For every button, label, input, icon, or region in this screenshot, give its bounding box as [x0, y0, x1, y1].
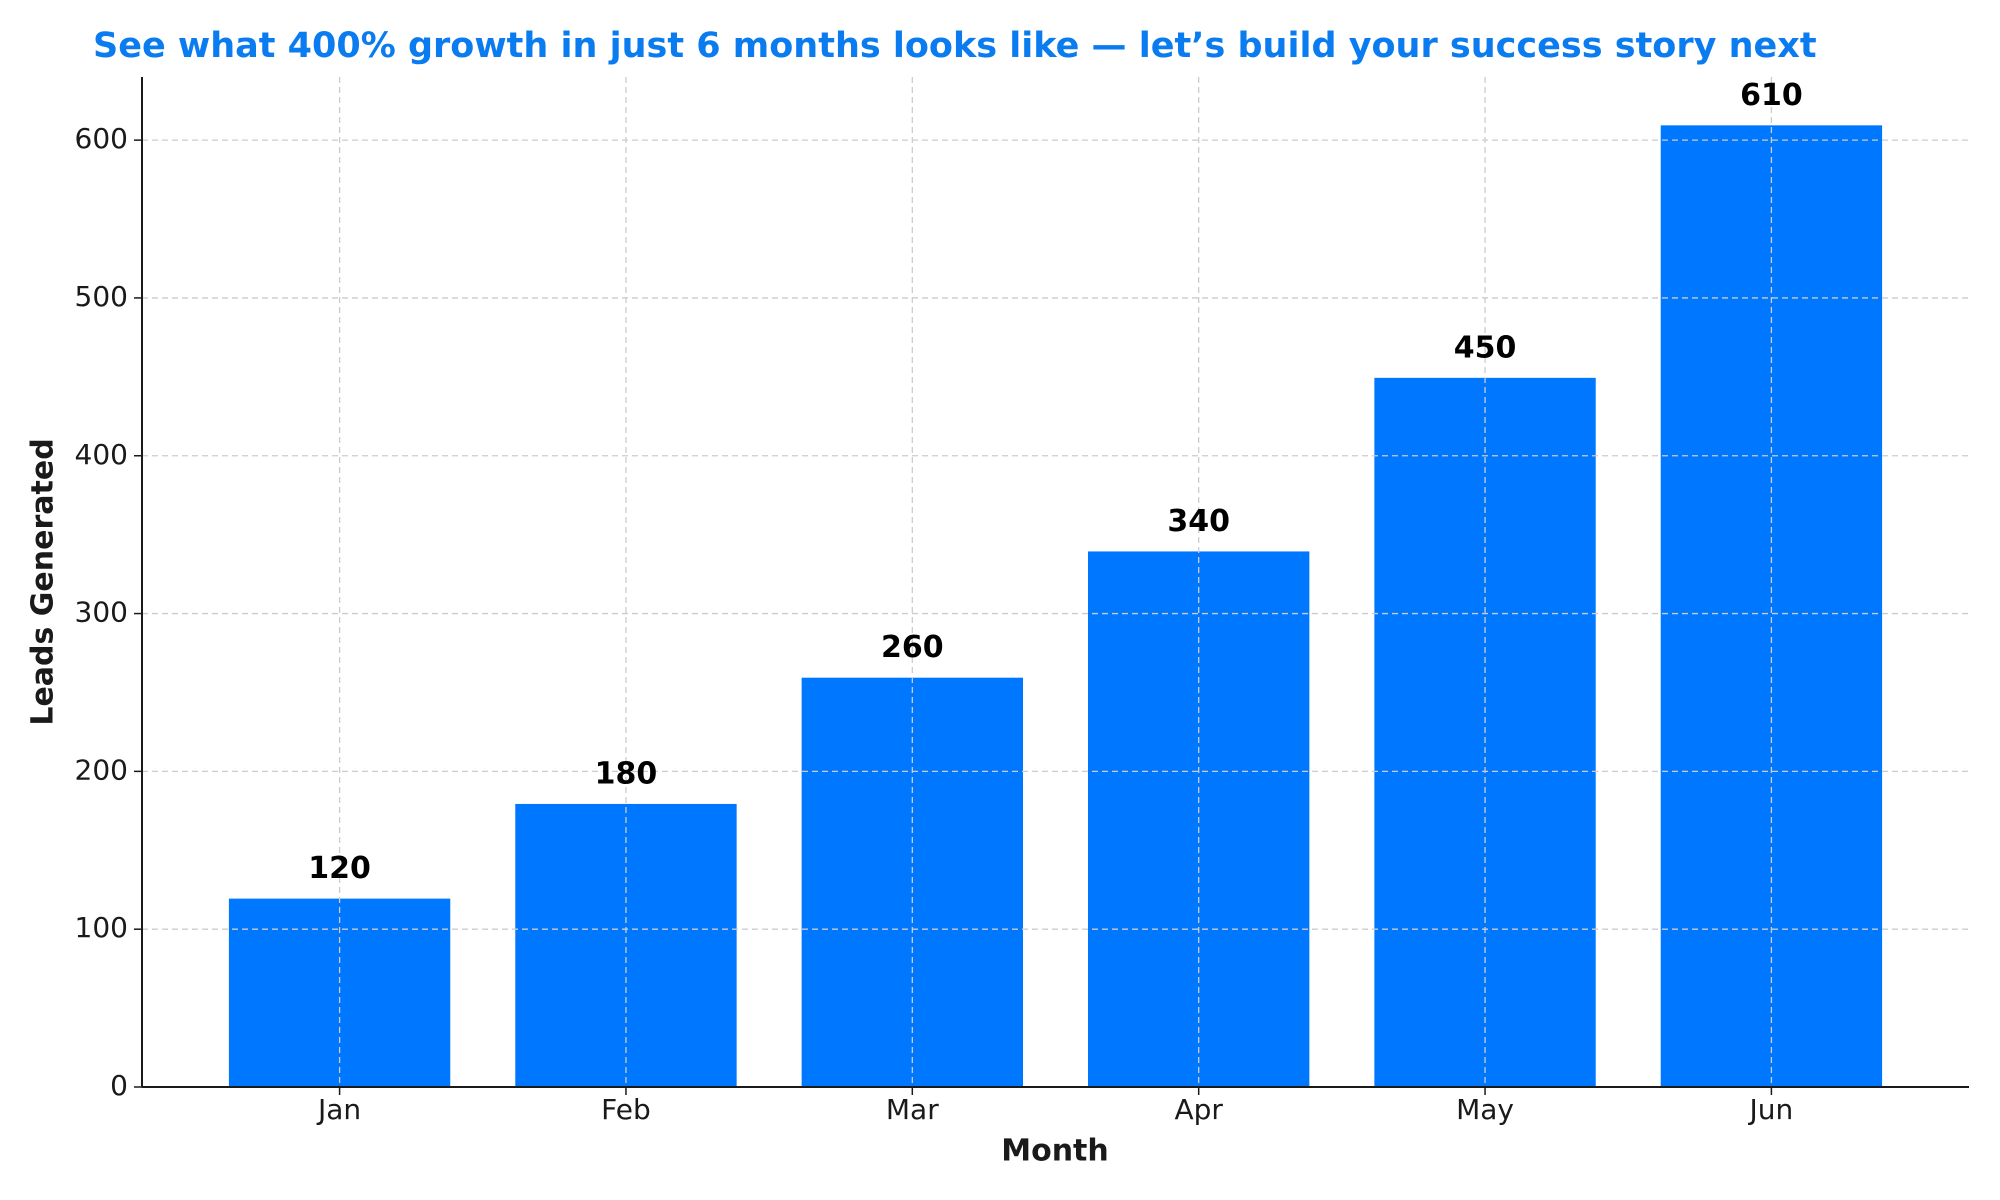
- value-label: 260: [881, 630, 944, 665]
- bar: [1658, 123, 1885, 1088]
- x-tick-label: Apr: [1174, 1093, 1223, 1126]
- value-label: 180: [595, 756, 658, 791]
- x-axis-label: Month: [1001, 1134, 1109, 1169]
- y-tick-label: 0: [110, 1069, 128, 1102]
- value-label: 450: [1454, 330, 1517, 365]
- y-axis-label: Leads Generated: [26, 438, 61, 725]
- y-tick-label: 200: [75, 753, 128, 786]
- value-label: 340: [1167, 504, 1230, 539]
- x-tick-label: Jan: [316, 1093, 361, 1126]
- y-tick-label: 400: [75, 438, 128, 471]
- value-label: 610: [1740, 78, 1803, 113]
- value-label: 120: [308, 851, 371, 886]
- y-tick-label: 600: [75, 122, 128, 155]
- y-tick-label: 500: [75, 280, 128, 313]
- x-tick-label: May: [1456, 1093, 1514, 1126]
- x-tick-label: Mar: [886, 1093, 939, 1126]
- y-tick-label: 300: [75, 596, 128, 629]
- chart-title: See what 400% growth in just 6 months lo…: [93, 26, 1817, 66]
- bar: [513, 801, 739, 1088]
- x-tick-label: Jun: [1748, 1093, 1794, 1126]
- x-tick-label: Feb: [601, 1093, 651, 1126]
- y-tick-label: 100: [75, 911, 128, 944]
